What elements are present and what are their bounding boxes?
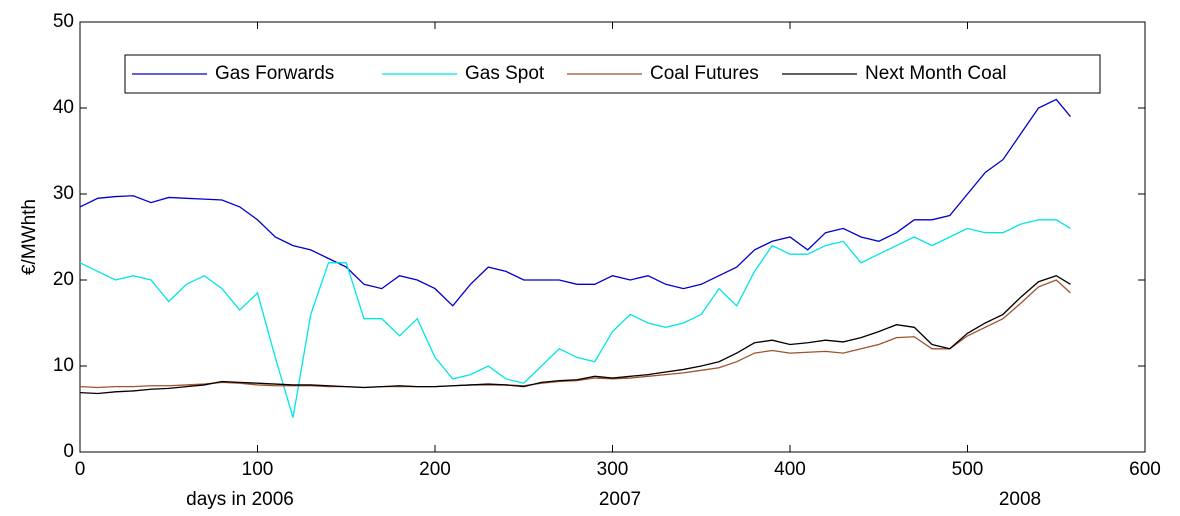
y-tick-label: 10 xyxy=(53,355,74,376)
legend-label: Gas Forwards xyxy=(215,63,334,84)
series-line xyxy=(79,279,1071,389)
annotation: 2007 xyxy=(599,489,641,510)
legend-label: Gas Spot xyxy=(465,63,545,84)
y-tick-label: 40 xyxy=(53,97,74,118)
annotation: days in 2006 xyxy=(186,489,294,510)
legend-label: Coal Futures xyxy=(650,63,759,84)
annotation: 2008 xyxy=(999,489,1041,510)
x-tick-label: 600 xyxy=(1129,459,1161,480)
x-tick-label: 200 xyxy=(419,459,451,480)
y-axis-label: €/MWhth xyxy=(19,199,40,275)
series-line xyxy=(79,274,1071,395)
x-tick-label: 300 xyxy=(597,459,629,480)
y-tick-label: 0 xyxy=(63,441,74,462)
y-tick-label: 30 xyxy=(53,183,74,204)
x-tick-label: 0 xyxy=(75,459,86,480)
y-tick-label: 50 xyxy=(53,11,74,32)
x-tick-label: 400 xyxy=(774,459,806,480)
x-tick-label: 100 xyxy=(242,459,274,480)
series-line xyxy=(79,98,1071,307)
series-line xyxy=(79,219,1071,418)
legend-label: Next Month Coal xyxy=(865,63,1007,84)
x-tick-label: 500 xyxy=(952,459,984,480)
y-tick-label: 20 xyxy=(53,269,74,290)
